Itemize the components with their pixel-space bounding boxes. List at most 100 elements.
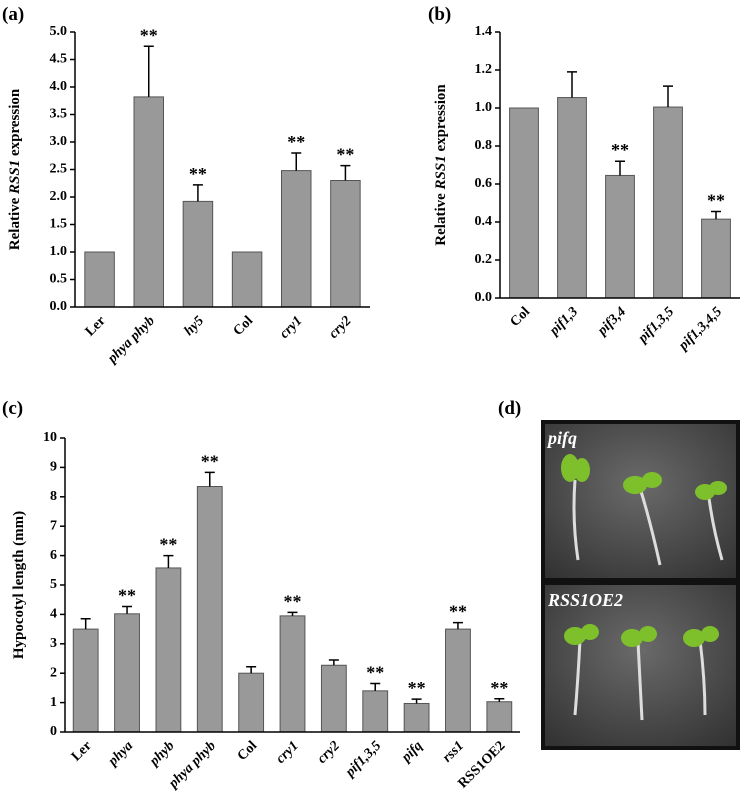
bar bbox=[509, 107, 539, 299]
y-axis-label-part: Relative bbox=[7, 194, 23, 250]
x-tick-label: Ler bbox=[69, 738, 95, 764]
y-tick-label: 9 bbox=[50, 460, 57, 475]
y-tick-label: 0.8 bbox=[475, 138, 493, 153]
bar bbox=[701, 218, 731, 299]
error-bar bbox=[192, 184, 203, 202]
panel-label: (d) bbox=[498, 398, 521, 419]
y-tick-label: 10 bbox=[43, 430, 57, 445]
significance: ** bbox=[449, 602, 467, 622]
y-axis-label-part: RSS1 bbox=[7, 160, 23, 195]
x-tick-label: hy5 bbox=[182, 313, 207, 338]
error-bar bbox=[340, 164, 351, 181]
y-axis-label-part: RSS1 bbox=[433, 155, 449, 190]
panel-label: (a) bbox=[2, 4, 24, 25]
error-bar bbox=[246, 665, 257, 674]
x-tick-label: phya phyb bbox=[104, 313, 157, 366]
bar bbox=[320, 664, 347, 733]
bar bbox=[155, 567, 182, 733]
x-tick-label: Col bbox=[508, 304, 534, 330]
error-bar bbox=[711, 210, 721, 220]
y-tick-label: 1.2 bbox=[475, 62, 493, 77]
x-tick-label: phya bbox=[105, 738, 136, 769]
significance: ** bbox=[408, 678, 426, 698]
panel-label: (c) bbox=[2, 398, 23, 419]
bar bbox=[72, 628, 99, 733]
bar bbox=[486, 701, 513, 733]
significance: ** bbox=[366, 662, 384, 682]
error-bar bbox=[663, 85, 673, 108]
y-tick-label: 2.5 bbox=[50, 162, 68, 177]
y-axis-label: Relative RSS1 expression bbox=[433, 84, 449, 246]
cotyledons bbox=[561, 454, 727, 647]
image-label: RSS1OE2 bbox=[547, 590, 623, 610]
y-tick-label: 3 bbox=[50, 636, 57, 651]
significance: ** bbox=[284, 591, 302, 611]
bar bbox=[114, 613, 140, 733]
x-tick-label: rss1 bbox=[440, 738, 467, 765]
x-tick-label: Col bbox=[235, 738, 261, 764]
y-tick-label: 7 bbox=[50, 518, 57, 533]
x-tick-label: pif1,3 bbox=[546, 304, 581, 339]
image-label: pifq bbox=[546, 428, 577, 448]
error-bar bbox=[494, 698, 505, 702]
x-tick-label: pif1,3,4,5 bbox=[676, 304, 726, 354]
significance: ** bbox=[490, 678, 508, 698]
y-tick-label: 0.6 bbox=[475, 176, 493, 191]
x-tick-label: cry1 bbox=[273, 738, 301, 766]
y-axis-label: Relative RSS1 expression bbox=[7, 88, 23, 250]
x-tick-label: phyb bbox=[146, 738, 177, 769]
y-tick-label: 0.5 bbox=[50, 272, 68, 287]
bar bbox=[279, 615, 306, 733]
y-tick-label: 0.2 bbox=[475, 252, 493, 267]
error-bar bbox=[204, 471, 215, 487]
bar bbox=[403, 702, 430, 733]
significance: ** bbox=[118, 585, 136, 605]
bar bbox=[330, 180, 361, 308]
y-tick-label: 2.0 bbox=[50, 189, 68, 204]
y-axis-label-part: expression bbox=[7, 88, 23, 160]
x-tick-label: cry1 bbox=[277, 313, 305, 341]
y-tick-label: 6 bbox=[50, 548, 57, 563]
bar bbox=[281, 170, 312, 308]
y-tick-label: 0.0 bbox=[50, 299, 68, 314]
error-bar bbox=[615, 160, 625, 176]
x-tick-label: Col bbox=[231, 313, 257, 339]
error-bar bbox=[143, 45, 154, 97]
x-tick-label: pif1,3,5 bbox=[342, 738, 384, 780]
x-tick-label: Ler bbox=[83, 313, 109, 339]
y-tick-label: 8 bbox=[50, 489, 57, 504]
significance: ** bbox=[201, 451, 219, 471]
y-tick-label: 5 bbox=[50, 577, 57, 592]
error-bar bbox=[370, 682, 381, 691]
bar bbox=[362, 690, 389, 733]
error-bar bbox=[163, 554, 174, 568]
bar bbox=[133, 96, 164, 308]
x-tick-label: pif1,3,5 bbox=[635, 304, 677, 346]
bar bbox=[238, 672, 265, 733]
panel-label: (b) bbox=[428, 4, 451, 25]
y-axis-label: Hypocotyl length (mm) bbox=[11, 511, 27, 659]
error-bar bbox=[122, 605, 133, 614]
y-tick-label: 3.0 bbox=[50, 134, 68, 149]
significance: ** bbox=[707, 191, 725, 211]
bar bbox=[231, 251, 263, 308]
y-tick-label: 1.5 bbox=[50, 217, 68, 232]
significance: ** bbox=[611, 140, 629, 160]
error-bar bbox=[411, 698, 422, 704]
bar bbox=[605, 174, 635, 299]
bar bbox=[557, 97, 587, 299]
y-tick-label: 0.0 bbox=[475, 290, 493, 305]
y-tick-label: 1.0 bbox=[475, 100, 493, 115]
y-tick-label: 4.5 bbox=[50, 52, 68, 67]
y-tick-label: 1 bbox=[50, 695, 57, 710]
error-bar bbox=[80, 618, 91, 630]
error-bar bbox=[287, 611, 298, 616]
y-tick-label: 2 bbox=[50, 665, 57, 680]
y-tick-label: 0 bbox=[50, 724, 57, 739]
significance: ** bbox=[140, 25, 158, 45]
error-bar bbox=[567, 71, 577, 98]
y-axis-label-part: Relative bbox=[433, 189, 449, 245]
seedlings bbox=[572, 479, 724, 721]
y-axis-label-part: expression bbox=[433, 84, 449, 156]
